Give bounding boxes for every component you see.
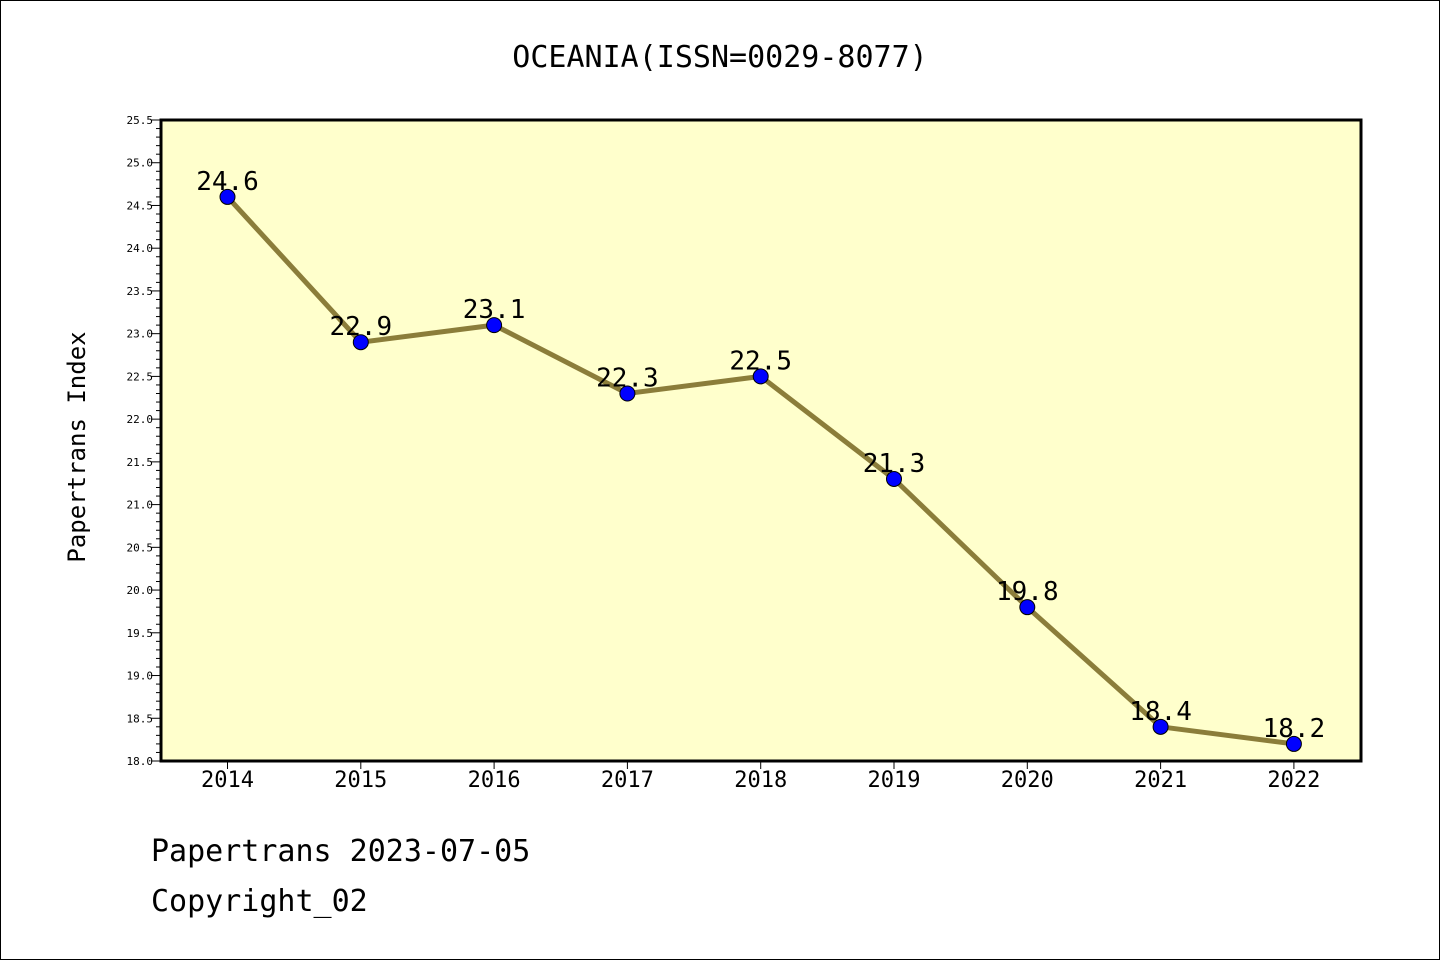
data-point-marker (619, 385, 636, 402)
data-label: 21.3 (863, 449, 926, 479)
data-point-marker (886, 470, 902, 487)
footer-date-line: Papertrans 2023-07-05 (151, 834, 531, 869)
x-tick-label: 2020 (1001, 768, 1054, 793)
y-tick-label: 25.5 (127, 114, 154, 127)
y-tick-label: 22.5 (127, 370, 154, 383)
x-tick-label: 2021 (1134, 768, 1187, 793)
y-tick-label: 20.5 (127, 541, 154, 554)
y-axis-ticks: 18.0 18.5 19.0 19.5 20.0 20.5 21.0 21.5 22.0 22.5… (127, 114, 161, 768)
y-tick-label: 18.0 (127, 755, 154, 768)
x-tick-label: 2015 (334, 768, 387, 793)
plot-border (159, 118, 1363, 763)
data-labels: 24.6 22.9 23.1 22.3 22.5 21.3 19.8 18.4 18.2 (196, 167, 1325, 744)
series-markers (219, 188, 1302, 752)
x-tick-label: 2019 (868, 768, 921, 793)
x-tick-label: 2016 (468, 768, 521, 793)
data-point-marker (486, 317, 503, 334)
y-tick-label: 18.5 (127, 712, 154, 725)
y-tick-label: 23.0 (127, 328, 154, 341)
data-label: 22.5 (729, 346, 792, 376)
data-point-marker (1285, 735, 1302, 752)
y-tick-label: 21.0 (127, 499, 154, 512)
x-tick-label: 2018 (734, 768, 787, 793)
y-tick-label: 21.5 (127, 456, 154, 469)
data-point-marker (1019, 599, 1036, 616)
data-label: 22.9 (329, 312, 392, 342)
data-label: 18.4 (1129, 697, 1192, 727)
footer-copyright: Copyright_02 (151, 884, 368, 919)
data-label: 23.1 (463, 295, 526, 325)
y-tick-label: 25.0 (127, 157, 154, 170)
x-tick-label: 2017 (601, 768, 654, 793)
plot-area (161, 120, 1361, 761)
y-tick-label: 19.5 (127, 627, 154, 640)
x-axis-ticks: 2014 2015 2016 2017 2018 2019 2020 2021 2022 (201, 761, 1320, 793)
data-point-marker (752, 368, 769, 385)
x-tick-label: 2022 (1267, 768, 1320, 793)
data-point-marker (219, 188, 236, 205)
y-tick-label: 23.5 (127, 285, 154, 298)
data-label: 24.6 (196, 167, 259, 197)
y-tick-label: 24.0 (127, 242, 154, 255)
x-tick-label: 2014 (201, 768, 254, 793)
data-point-marker (352, 334, 369, 351)
y-tick-label: 24.5 (127, 199, 154, 212)
data-label: 19.8 (996, 577, 1059, 607)
data-label: 22.3 (596, 363, 659, 393)
chart-title: OCEANIA(ISSN=0029-8077) (512, 40, 927, 75)
y-axis-label: Papertrans Index (63, 331, 91, 562)
y-tick-label: 22.0 (127, 413, 154, 426)
y-tick-label: 20.0 (127, 584, 154, 597)
data-point-marker (1152, 718, 1169, 735)
y-tick-label: 19.0 (127, 670, 154, 683)
data-label: 18.2 (1263, 714, 1326, 744)
